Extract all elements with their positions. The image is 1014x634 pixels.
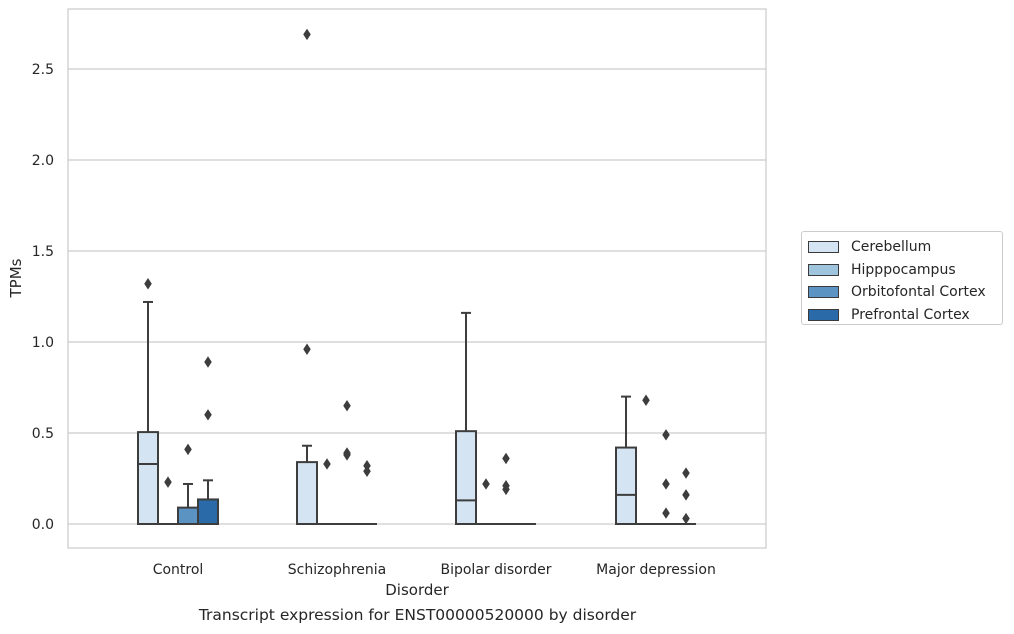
y-tick-label: 2.0 bbox=[32, 153, 54, 169]
x-tick-label: Major depression bbox=[596, 562, 716, 578]
outlier-point bbox=[682, 512, 690, 525]
outlier-point bbox=[204, 409, 212, 421]
outlier-point bbox=[502, 452, 510, 465]
box-group bbox=[177, 443, 199, 525]
legend-swatch bbox=[808, 286, 839, 299]
grid-lines bbox=[68, 68, 766, 525]
box bbox=[615, 446, 637, 525]
box bbox=[197, 498, 219, 525]
box-group bbox=[656, 429, 676, 525]
y-tick-label: 1.5 bbox=[32, 244, 54, 260]
box bbox=[137, 431, 159, 525]
outlier-point bbox=[682, 489, 690, 501]
outlier-point bbox=[343, 399, 351, 412]
outlier-point bbox=[502, 480, 510, 492]
x-tick-label: Control bbox=[153, 562, 204, 578]
box-group bbox=[455, 311, 477, 525]
box-group bbox=[676, 467, 696, 525]
legend-label: Hipppocampus bbox=[851, 261, 956, 278]
legend-entry: Hipppocampus bbox=[808, 259, 1002, 282]
legend-entry: Orbitofontal Cortex bbox=[808, 281, 1002, 304]
box-group bbox=[317, 458, 337, 525]
x-tick-label: Schizophrenia bbox=[288, 562, 386, 578]
outlier-point bbox=[184, 443, 192, 456]
outlier-point bbox=[303, 343, 311, 356]
y-tick-label: 0.0 bbox=[32, 517, 54, 533]
outlier-point bbox=[662, 478, 670, 490]
legend: Cerebellum Hipppocampus Orbitofontal Corte… bbox=[801, 231, 1003, 325]
outlier-point bbox=[642, 394, 650, 406]
y-tick-label: 1.0 bbox=[32, 335, 54, 351]
outlier-point bbox=[482, 478, 490, 490]
outlier-point bbox=[343, 447, 351, 459]
outlier-point bbox=[323, 458, 331, 470]
outlier-point bbox=[303, 28, 311, 41]
box-group bbox=[137, 278, 159, 525]
x-tick-label: Bipolar disorder bbox=[440, 562, 551, 578]
outlier-point bbox=[662, 507, 670, 519]
legend-swatch bbox=[808, 263, 839, 276]
box-group bbox=[476, 478, 496, 525]
box-group bbox=[357, 460, 377, 525]
y-tick-label: 2.5 bbox=[32, 62, 54, 78]
box-group bbox=[496, 452, 516, 525]
legend-swatch bbox=[808, 308, 839, 321]
box bbox=[455, 430, 477, 525]
outlier-point bbox=[662, 429, 670, 441]
legend-swatch bbox=[808, 241, 839, 254]
y-tick-label: 0.5 bbox=[32, 426, 54, 442]
legend-label: Prefrontal Cortex bbox=[851, 306, 970, 323]
x-tick-labels: Control Schizophrenia Bipolar disorder Majo… bbox=[153, 562, 716, 578]
legend-label: Cerebellum bbox=[851, 239, 932, 256]
legend-entry: Cerebellum bbox=[808, 236, 1002, 259]
box-group bbox=[197, 356, 219, 525]
outlier-point bbox=[144, 278, 152, 290]
outlier-point bbox=[204, 356, 212, 368]
plot-frame bbox=[67, 8, 767, 549]
boxes bbox=[137, 28, 696, 525]
box-group bbox=[296, 28, 318, 525]
y-tick-labels: 0.0 0.5 1.0 1.5 2.0 2.5 bbox=[32, 62, 54, 533]
box bbox=[177, 506, 199, 525]
legend-entry: Prefrontal Cortex bbox=[808, 304, 1002, 327]
box-group bbox=[615, 395, 637, 525]
outlier-point bbox=[164, 476, 172, 488]
box bbox=[296, 461, 318, 525]
x-axis-label: Disorder bbox=[385, 581, 449, 599]
box-group bbox=[337, 399, 357, 525]
box-group bbox=[636, 394, 656, 525]
outlier-point bbox=[363, 460, 371, 472]
legend-label: Orbitofontal Cortex bbox=[851, 284, 986, 301]
y-axis-label: TPMs bbox=[7, 258, 25, 298]
chart-caption: Transcript expression for ENST0000052000… bbox=[198, 606, 637, 624]
outlier-point bbox=[682, 467, 690, 479]
box-group bbox=[158, 476, 178, 525]
